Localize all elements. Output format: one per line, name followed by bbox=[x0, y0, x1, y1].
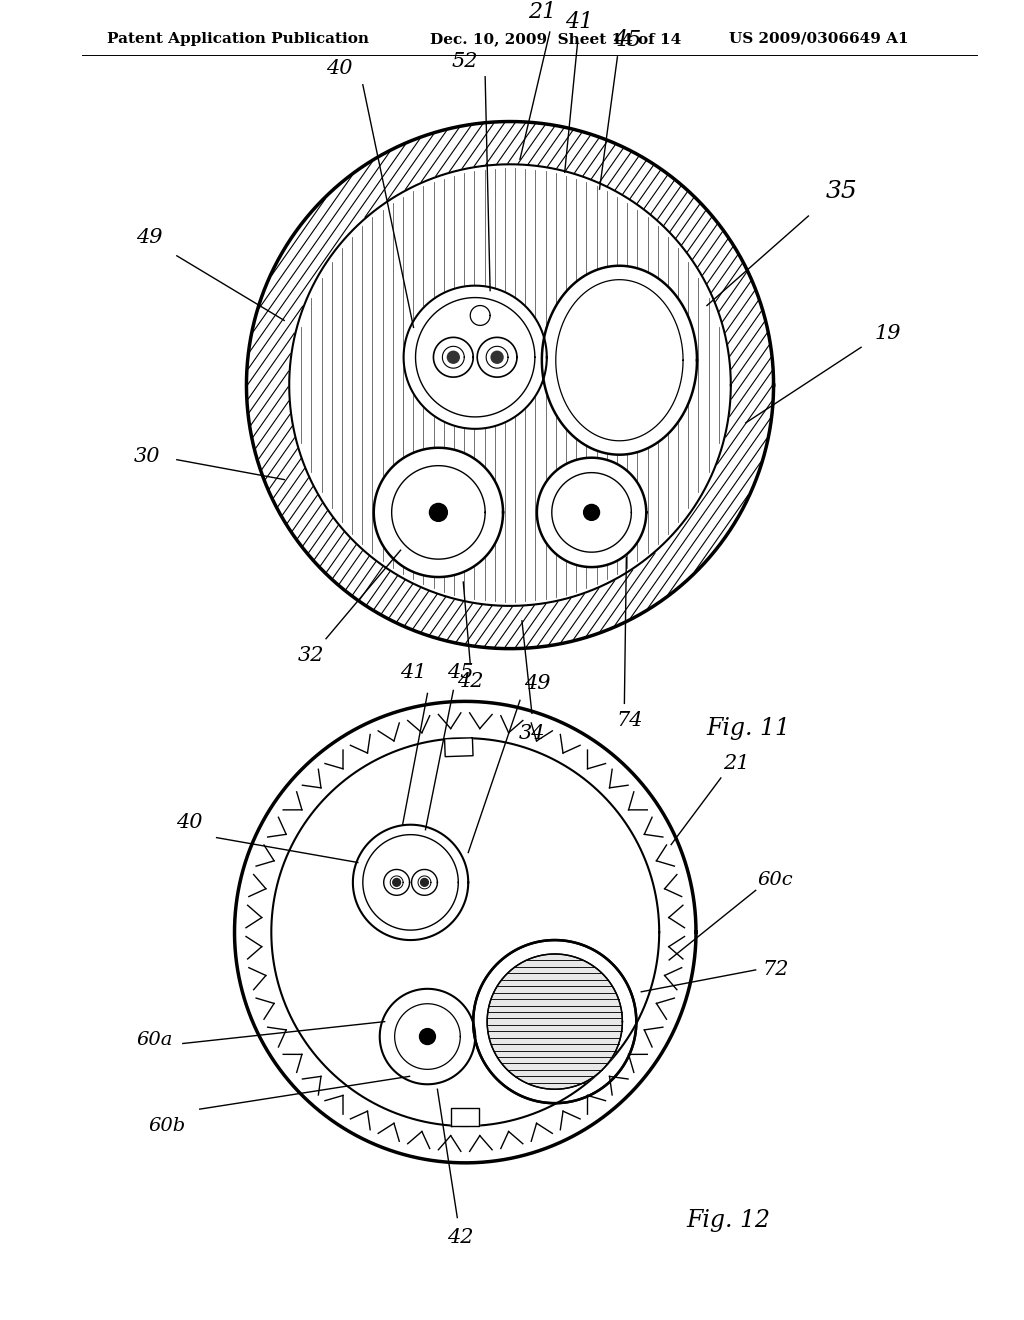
Text: Fig. 12: Fig. 12 bbox=[687, 1209, 771, 1232]
Text: 41: 41 bbox=[400, 663, 427, 682]
Text: 30: 30 bbox=[134, 447, 160, 466]
Text: Fig. 11: Fig. 11 bbox=[707, 717, 791, 739]
Text: US 2009/0306649 A1: US 2009/0306649 A1 bbox=[729, 32, 908, 46]
Text: 52: 52 bbox=[452, 53, 478, 71]
Polygon shape bbox=[537, 458, 646, 568]
Text: 19: 19 bbox=[874, 323, 901, 343]
Text: 40: 40 bbox=[326, 59, 352, 78]
Polygon shape bbox=[293, 168, 727, 602]
Polygon shape bbox=[412, 870, 437, 895]
Polygon shape bbox=[477, 338, 517, 378]
Circle shape bbox=[420, 1028, 435, 1044]
Circle shape bbox=[393, 879, 400, 886]
Text: 32: 32 bbox=[298, 645, 325, 665]
Polygon shape bbox=[353, 825, 468, 940]
Text: 49: 49 bbox=[136, 228, 162, 247]
Circle shape bbox=[584, 504, 599, 520]
Text: 41: 41 bbox=[565, 11, 594, 33]
Text: 74: 74 bbox=[616, 710, 643, 730]
Text: 60c: 60c bbox=[758, 871, 794, 890]
Polygon shape bbox=[391, 466, 485, 560]
Polygon shape bbox=[542, 265, 697, 454]
Polygon shape bbox=[403, 285, 547, 429]
Text: 21: 21 bbox=[724, 754, 750, 772]
Polygon shape bbox=[552, 473, 632, 552]
Text: 45: 45 bbox=[447, 663, 473, 682]
Text: 42: 42 bbox=[447, 1228, 473, 1247]
Circle shape bbox=[447, 351, 460, 363]
Polygon shape bbox=[444, 738, 473, 756]
Polygon shape bbox=[374, 447, 503, 577]
Text: Dec. 10, 2009  Sheet 14 of 14: Dec. 10, 2009 Sheet 14 of 14 bbox=[430, 32, 682, 46]
Text: 45: 45 bbox=[613, 29, 641, 51]
Circle shape bbox=[421, 879, 428, 886]
Circle shape bbox=[492, 351, 503, 363]
Text: 72: 72 bbox=[762, 961, 788, 979]
Polygon shape bbox=[487, 954, 623, 1089]
Text: Patent Application Publication: Patent Application Publication bbox=[108, 32, 370, 46]
Polygon shape bbox=[380, 989, 475, 1084]
Polygon shape bbox=[452, 1109, 479, 1126]
Text: 21: 21 bbox=[527, 1, 556, 24]
Polygon shape bbox=[433, 338, 473, 378]
Text: 42: 42 bbox=[457, 672, 483, 690]
Text: 35: 35 bbox=[825, 180, 857, 203]
Text: 34: 34 bbox=[518, 723, 545, 743]
Text: 49: 49 bbox=[523, 675, 550, 693]
Polygon shape bbox=[384, 870, 410, 895]
Polygon shape bbox=[394, 1003, 460, 1069]
Circle shape bbox=[429, 503, 447, 521]
Polygon shape bbox=[272, 739, 658, 1125]
Text: 60b: 60b bbox=[148, 1117, 185, 1135]
Text: 60a: 60a bbox=[137, 1031, 173, 1048]
Text: 40: 40 bbox=[176, 813, 203, 832]
